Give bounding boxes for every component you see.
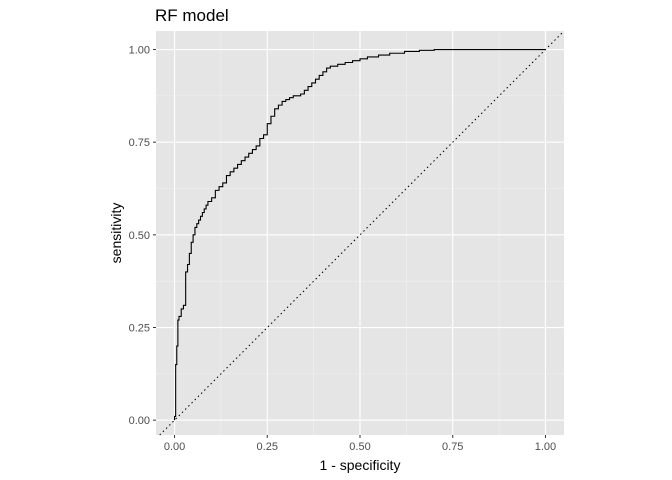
y-tick-label: 0.25	[129, 323, 150, 335]
y-tick-label: 0.50	[129, 230, 150, 242]
x-tick-label: 1.00	[535, 441, 556, 453]
y-axis: 0.00 0.25 0.50 0.75 1.00	[129, 45, 156, 427]
chart-title: RF model	[155, 6, 229, 25]
x-tick-label: 0.50	[349, 441, 370, 453]
x-tick-label: 0.00	[164, 441, 185, 453]
x-axis: 0.00 0.25 0.50 0.75 1.00	[164, 435, 556, 453]
reference-diagonal-line	[159, 30, 565, 436]
x-tick-label: 0.75	[442, 441, 463, 453]
y-axis-title: sensitivity	[108, 203, 124, 264]
y-tick-label: 0.00	[129, 415, 150, 427]
x-tick-label: 0.25	[257, 441, 278, 453]
roc-curve-line	[174, 48, 546, 421]
x-axis-title: 1 - specificity	[320, 457, 401, 473]
y-tick-label: 0.75	[129, 137, 150, 149]
major-gridlines	[156, 31, 564, 435]
y-tick-label: 1.00	[129, 45, 150, 57]
